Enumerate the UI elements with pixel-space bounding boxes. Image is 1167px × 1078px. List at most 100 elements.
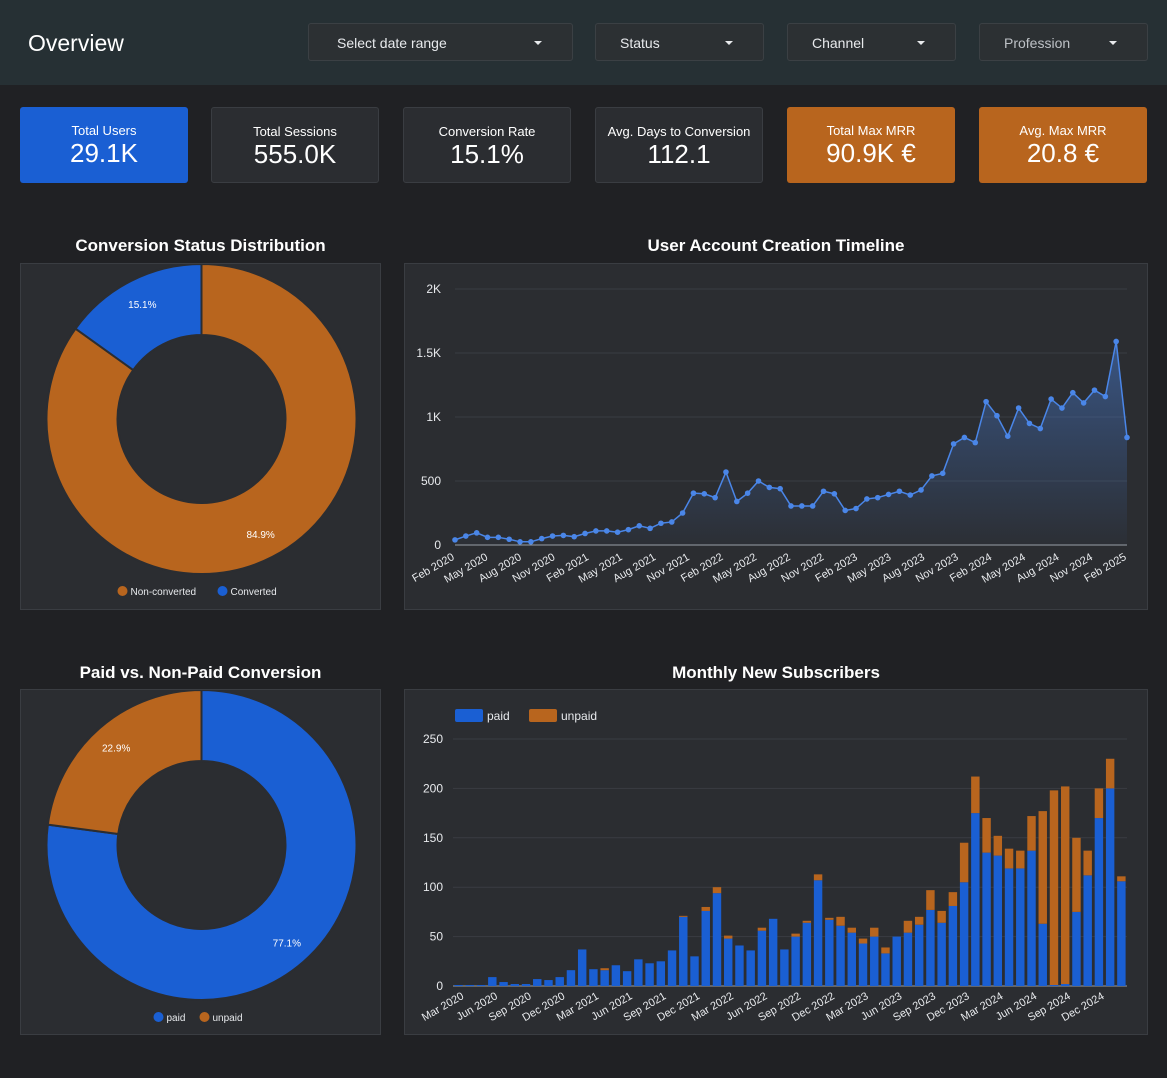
- timeline-point: [885, 491, 892, 498]
- bar-paid: [1027, 850, 1036, 986]
- timeline-point: [766, 484, 773, 491]
- bar-paid: [667, 950, 677, 986]
- channel-dropdown[interactable]: Channel: [787, 23, 956, 61]
- bar-paid: [735, 945, 744, 986]
- timeline-point: [517, 539, 523, 545]
- bar-paid: [690, 956, 699, 986]
- timeline-point: [1015, 405, 1022, 411]
- slice-label-non-converted: 84.9%: [246, 530, 274, 541]
- timeline-point: [712, 494, 718, 501]
- y-tick-label: 1K: [426, 410, 441, 424]
- timeline-point: [614, 529, 621, 535]
- bar-paid: [712, 893, 722, 986]
- bar-unpaid: [926, 890, 935, 910]
- timeline-point: [896, 488, 903, 495]
- timeline-point: [484, 534, 491, 541]
- timeline-point: [842, 507, 848, 514]
- profession-label: Profession: [1004, 35, 1071, 51]
- timeline-point: [1059, 405, 1065, 411]
- bar-unpaid: [959, 842, 969, 883]
- legend-swatch-non-converted: [117, 586, 128, 596]
- timeline-point: [701, 491, 708, 497]
- subscribers-chart-title: Monthly New Subscribers: [672, 663, 880, 682]
- bar-unpaid: [971, 776, 980, 814]
- chevron-down-icon: [725, 41, 733, 45]
- bar-paid: [1038, 923, 1047, 986]
- bar-paid: [757, 930, 767, 986]
- timeline-point: [820, 488, 827, 495]
- timeline-point: [636, 523, 643, 529]
- timeline-chart-title: User Account Creation Timeline: [647, 236, 905, 255]
- timeline-point: [918, 487, 924, 493]
- paid-chart-panel: 77.1% 22.9% paid unpaid: [20, 688, 381, 1035]
- bar-paid: [1094, 818, 1104, 986]
- profession-dropdown[interactable]: Profession: [979, 23, 1148, 61]
- bar-paid: [903, 932, 913, 986]
- page-title: Overview: [28, 30, 124, 56]
- bar-unpaid: [802, 920, 812, 923]
- bar-paid: [959, 882, 969, 986]
- timeline-point: [473, 530, 480, 536]
- subscribers-chart-panel: 0 50 100 150 200 250 paid unpaid Mar 2020 Jun 202…: [404, 689, 1148, 1035]
- bar-paid: [454, 985, 463, 986]
- legend-swatch-unpaid: [199, 1012, 210, 1022]
- timeline-point: [593, 528, 599, 534]
- kpi-value: 20.8 €: [1026, 138, 1100, 168]
- timeline-point: [528, 539, 534, 545]
- bar-paid: [465, 985, 475, 986]
- bar-unpaid: [600, 968, 609, 971]
- bar-paid: [1083, 875, 1092, 986]
- bar-unpaid: [825, 917, 834, 920]
- bar-unpaid: [1027, 816, 1036, 851]
- conversion-donut-chart: 84.9% 15.1% Non-converted Converted: [45, 262, 358, 598]
- timeline-point: [582, 530, 588, 537]
- timeline-point: [907, 492, 914, 498]
- timeline-point: [495, 534, 502, 541]
- bar-paid: [937, 922, 946, 986]
- timeline-point: [1102, 393, 1109, 400]
- timeline-point: [864, 496, 870, 502]
- kpi-value: 555.0K: [253, 139, 337, 169]
- kpi-label: Avg. Days to Conversion: [607, 124, 751, 139]
- timeline-point: [961, 434, 968, 441]
- kpi-value: 29.1K: [70, 138, 138, 168]
- bar-unpaid: [836, 916, 845, 926]
- kpi-value: 112.1: [647, 139, 711, 169]
- legend-label-converted: Converted: [231, 587, 277, 598]
- timeline-point: [603, 528, 610, 534]
- bar-paid: [589, 969, 598, 986]
- timeline-point: [668, 519, 675, 525]
- bar-paid: [622, 971, 632, 986]
- kpi-total-max-mrr: Total Max MRR 90.9K €: [787, 107, 955, 183]
- bar-paid: [645, 963, 654, 986]
- y-tick-label: 100: [423, 880, 443, 894]
- timeline-point: [1124, 434, 1130, 441]
- timeline-point: [1080, 400, 1087, 406]
- y-tick-label: 0: [434, 538, 441, 552]
- timeline-point: [506, 536, 512, 543]
- status-dropdown[interactable]: Status: [595, 23, 764, 61]
- timeline-point: [538, 535, 545, 542]
- kpi-total-sessions: Total Sessions 555.0K: [211, 107, 379, 183]
- y-tick-label: 1.5K: [416, 346, 441, 360]
- y-tick-label: 2K: [426, 282, 441, 296]
- y-tick-label: 200: [423, 781, 443, 795]
- kpi-value: 15.1%: [450, 139, 524, 169]
- legend-label-paid: paid: [487, 709, 510, 723]
- bar-unpaid: [881, 947, 890, 954]
- timeline-area-fill: [455, 341, 1127, 545]
- bar-unpaid: [903, 920, 913, 933]
- bar-paid: [555, 977, 564, 986]
- conversion-chart-title: Conversion Status Distribution: [75, 236, 326, 255]
- bar-paid: [881, 953, 890, 986]
- bar-unpaid: [858, 938, 868, 944]
- bar-paid: [1105, 788, 1115, 986]
- timeline-point: [755, 478, 762, 484]
- timeline-point: [1004, 433, 1011, 439]
- date-range-dropdown[interactable]: Select date range: [308, 23, 573, 61]
- timeline-point: [560, 532, 567, 539]
- chevron-down-icon: [917, 41, 925, 45]
- bar-paid: [780, 949, 789, 986]
- bar-unpaid: [712, 887, 722, 894]
